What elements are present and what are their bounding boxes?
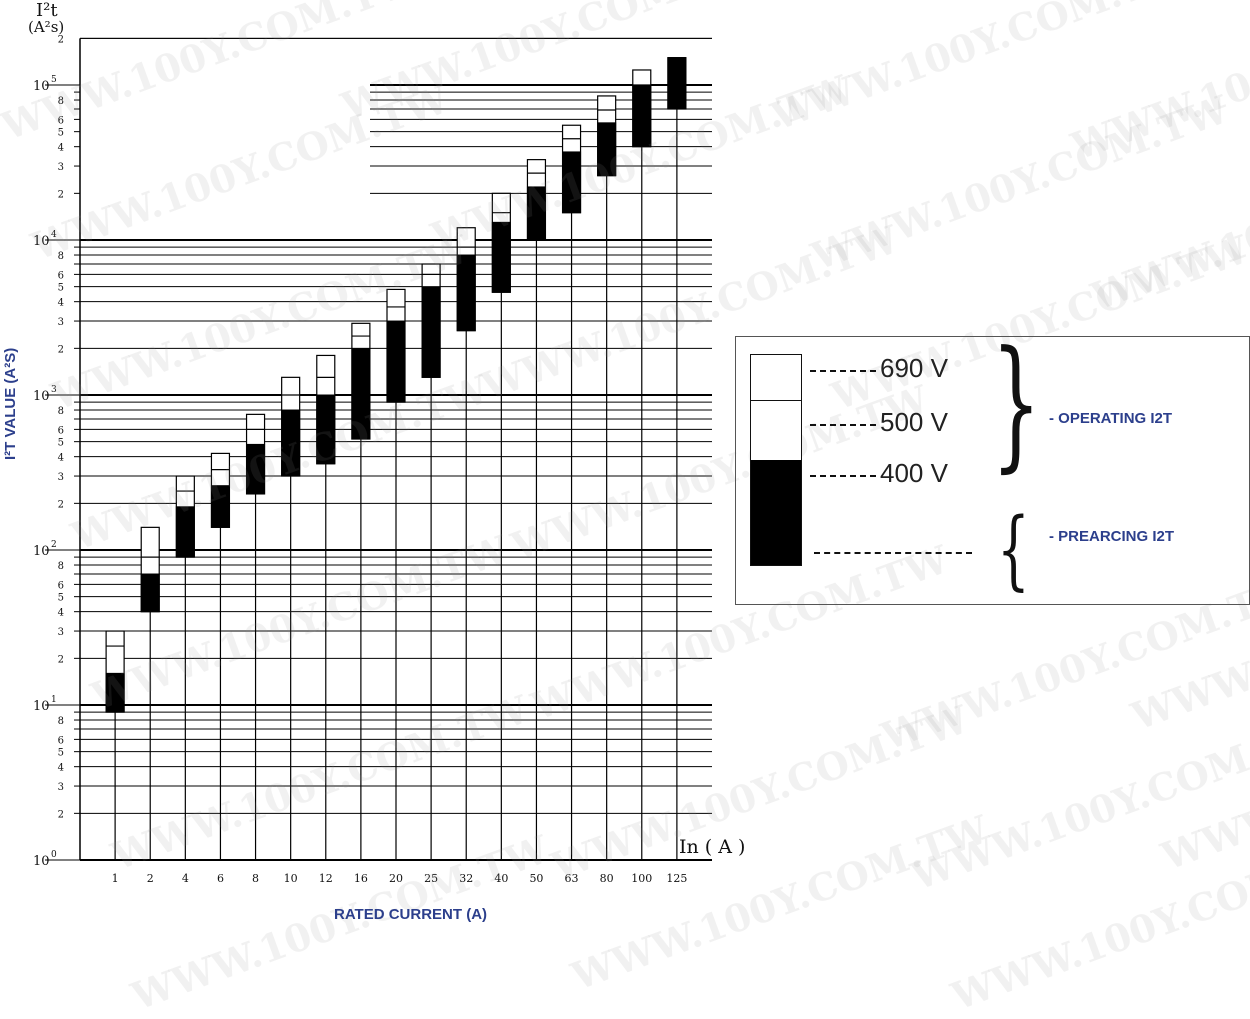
x-tick-label: 8 — [252, 872, 259, 885]
legend-prearcing-label: - PREARCING I2T — [1049, 528, 1175, 545]
y-minor-tick-label: 4 — [58, 608, 64, 619]
bar-prearcing — [351, 347, 371, 440]
bar-prearcing — [491, 221, 511, 293]
y-minor-tick-label: 2 — [58, 654, 64, 665]
y-tick-exponent: 3 — [51, 385, 57, 395]
y-minor-tick-label: 8 — [58, 251, 64, 262]
y-unit-sub-label: (A²s) — [28, 18, 65, 36]
y-minor-tick-label: 5 — [58, 438, 64, 449]
operating-brace-icon: { — [991, 321, 1042, 486]
x-tick-label: 100 — [631, 872, 652, 885]
y-minor-tick-label: 2 — [58, 189, 64, 200]
bar-prearcing — [140, 573, 160, 613]
legend: 690 V 500 V 400 V { - OPERATING I2T { - … — [735, 321, 1250, 605]
y-minor-tick-label: 5 — [58, 128, 64, 139]
y-minor-tick-label: 6 — [58, 735, 64, 746]
x-tick-label: 40 — [494, 872, 508, 885]
bar-prearcing — [456, 254, 476, 332]
y-minor-tick-label: 4 — [58, 453, 64, 464]
y-minor-tick-label: 6 — [58, 580, 64, 591]
x-axis-title: RATED CURRENT (A) — [334, 906, 488, 923]
legend-dash-prearcing — [814, 552, 972, 554]
y-minor-tick-label: 3 — [58, 627, 64, 638]
bar-prearcing — [210, 485, 230, 528]
bar-prearcing — [246, 443, 266, 495]
bar-prearcing — [421, 286, 441, 378]
x-tick-label: 80 — [600, 872, 614, 885]
x-tick-label: 25 — [424, 872, 438, 885]
y-tick-label: 10 — [33, 234, 50, 249]
y-tick-label: 10 — [33, 699, 50, 714]
x-tick-label: 6 — [217, 872, 224, 885]
y-minor-tick-label: 4 — [58, 298, 64, 309]
y-unit-label: I²t — [36, 0, 58, 21]
legend-operating-label: - OPERATING I2T — [1049, 410, 1173, 427]
legend-dash-400v — [810, 475, 876, 477]
x-tick-label: 50 — [529, 872, 543, 885]
y-minor-tick-label: 4 — [58, 763, 64, 774]
legend-label-400v: 400 V — [880, 458, 948, 488]
prearcing-brace-icon: { — [996, 500, 1030, 600]
y-tick-label: 10 — [33, 389, 50, 404]
legend-label-690v: 690 V — [880, 353, 948, 383]
legend-swatch — [750, 354, 802, 566]
bar-prearcing — [281, 409, 301, 477]
x-tick-label: 20 — [389, 872, 403, 885]
y-minor-tick-label: 2 — [58, 809, 64, 820]
x-tick-label: 10 — [284, 872, 298, 885]
x-unit-label: In ( A ) — [679, 836, 746, 858]
x-tick-label: 1 — [112, 872, 119, 885]
bar-prearcing — [667, 57, 687, 110]
x-tick-label: 4 — [182, 872, 189, 885]
bar-prearcing — [562, 151, 582, 214]
y-minor-tick-label: 5 — [58, 593, 64, 604]
y-minor-tick-label: 5 — [58, 748, 64, 759]
y-tick-label: 10 — [33, 79, 50, 94]
y-minor-tick-label: 8 — [58, 716, 64, 727]
y-minor-tick-label: 6 — [58, 115, 64, 126]
y-tick-exponent: 5 — [51, 75, 57, 85]
y-minor-tick-label: 3 — [58, 162, 64, 173]
y-axis-title: I²T VALUE (A²S) — [2, 347, 19, 460]
bar-prearcing — [526, 186, 546, 241]
legend-swatch-500v-line — [751, 400, 801, 401]
y-minor-tick-label: 4 — [58, 143, 64, 154]
x-tick-label: 32 — [459, 872, 473, 885]
bar-prearcing — [597, 122, 617, 177]
y-minor-tick-label: 8 — [58, 406, 64, 417]
legend-dash-690v — [810, 370, 876, 372]
y-minor-tick-label: 3 — [58, 782, 64, 793]
y-tick-exponent: 4 — [51, 230, 57, 240]
x-tick-label: 125 — [666, 872, 687, 885]
bar-prearcing — [105, 672, 125, 713]
bar-prearcing — [386, 320, 406, 403]
x-tick-label: 63 — [565, 872, 579, 885]
y-minor-tick-label: 8 — [58, 561, 64, 572]
bar-prearcing — [175, 506, 195, 558]
y-tick-exponent: 2 — [51, 540, 57, 550]
y-minor-tick-label: 6 — [58, 270, 64, 281]
y-tick-label: 10 — [33, 854, 50, 869]
x-tick-label: 2 — [147, 872, 154, 885]
y-minor-tick-label: 3 — [58, 317, 64, 328]
x-tick-label: 16 — [354, 872, 368, 885]
y-minor-tick-label: 5 — [58, 283, 64, 294]
y-tick-exponent: 0 — [51, 850, 57, 860]
y-tick-label: 10 — [33, 544, 50, 559]
y-minor-tick-label: 2 — [58, 499, 64, 510]
x-tick-label: 12 — [319, 872, 333, 885]
legend-dash-500v — [810, 424, 876, 426]
bar-prearcing — [632, 84, 652, 148]
y-minor-tick-label: 6 — [58, 425, 64, 436]
legend-swatch-prearcing-fill — [751, 460, 801, 565]
y-minor-tick-label: 2 — [58, 344, 64, 355]
y-minor-tick-label: 8 — [58, 96, 64, 107]
bar-prearcing — [316, 394, 336, 465]
y-minor-tick-label: 3 — [58, 472, 64, 483]
y-top-tick-label: 2 — [58, 34, 64, 45]
y-tick-exponent: 1 — [51, 695, 57, 705]
legend-label-500v: 500 V — [880, 407, 948, 437]
